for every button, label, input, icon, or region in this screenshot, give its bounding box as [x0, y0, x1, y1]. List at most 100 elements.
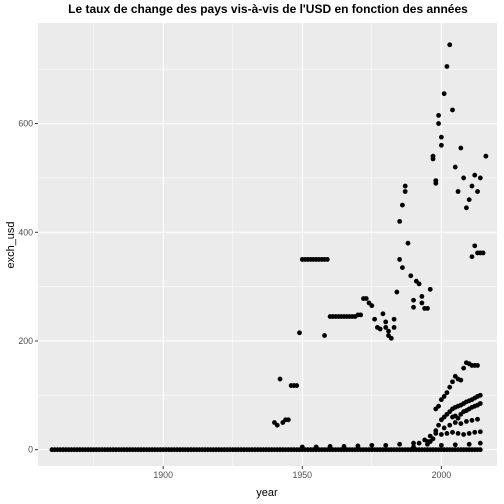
data-point — [388, 335, 394, 341]
data-point — [450, 379, 455, 385]
data-point — [438, 134, 444, 140]
y-tick-label: 0 — [28, 445, 33, 455]
data-point — [438, 432, 444, 437]
data-point — [466, 441, 472, 447]
data-point — [386, 328, 391, 334]
data-point — [455, 430, 461, 436]
data-point — [441, 425, 447, 431]
data-point — [472, 429, 478, 435]
y-tick-label: 600 — [18, 119, 33, 129]
data-point — [419, 300, 425, 306]
data-point — [461, 175, 467, 181]
data-points — [49, 42, 489, 453]
data-point — [450, 429, 455, 435]
data-point — [483, 153, 489, 159]
data-point — [433, 178, 439, 184]
data-point — [452, 442, 458, 448]
data-point — [397, 218, 403, 224]
data-point — [285, 417, 291, 423]
data-point — [436, 121, 441, 126]
y-tick-label: 400 — [18, 227, 33, 237]
data-point — [461, 365, 467, 371]
data-point — [461, 432, 467, 437]
data-point — [458, 145, 464, 151]
data-point — [480, 250, 486, 256]
data-point — [441, 91, 447, 97]
plot-panel — [38, 23, 497, 466]
data-point — [369, 303, 375, 309]
data-point — [433, 428, 439, 434]
data-point — [472, 172, 478, 178]
data-point — [372, 316, 377, 322]
data-point — [430, 153, 436, 159]
data-point — [408, 273, 414, 279]
data-point — [464, 419, 469, 424]
data-point — [377, 326, 383, 332]
y-tick-label: 200 — [18, 336, 33, 346]
data-point — [411, 444, 416, 450]
data-point — [438, 397, 444, 403]
data-point — [369, 442, 375, 448]
data-point — [402, 189, 408, 194]
data-point — [324, 257, 330, 262]
data-point — [383, 324, 389, 330]
data-point — [341, 444, 347, 449]
data-point — [383, 319, 389, 325]
data-point — [427, 433, 433, 439]
data-point — [436, 113, 441, 118]
data-point — [411, 304, 416, 310]
data-point — [405, 240, 411, 246]
data-point — [397, 257, 403, 262]
data-point — [455, 415, 461, 421]
data-point — [427, 286, 433, 292]
data-point — [363, 296, 369, 301]
data-point — [447, 384, 453, 390]
axis-ticks: 1900 1950 2000 0 200 400 600 — [18, 119, 451, 480]
data-point — [391, 324, 397, 330]
data-point — [436, 403, 441, 409]
data-point — [358, 312, 364, 318]
data-point — [419, 294, 425, 299]
data-point — [277, 376, 283, 382]
data-point — [475, 189, 480, 194]
data-point — [391, 316, 397, 322]
data-point — [475, 363, 480, 368]
data-point — [400, 202, 405, 208]
data-point — [411, 297, 416, 303]
data-point — [469, 254, 475, 260]
data-point — [322, 333, 327, 338]
data-point — [444, 430, 450, 436]
data-point — [447, 422, 453, 428]
data-point — [297, 330, 302, 336]
data-point — [458, 421, 464, 427]
data-point — [477, 401, 483, 406]
chart-title: Le taux de change des pays vis-à-vis de … — [68, 2, 468, 16]
data-point — [425, 305, 430, 311]
data-point — [394, 289, 400, 295]
data-point — [472, 243, 478, 249]
data-point — [416, 281, 422, 287]
data-point — [444, 64, 450, 69]
data-point — [313, 444, 319, 450]
x-tick-label: 2000 — [432, 470, 452, 480]
data-point — [444, 390, 450, 396]
data-point — [475, 416, 480, 422]
data-point — [441, 394, 447, 399]
data-point — [450, 107, 455, 113]
data-point — [411, 440, 416, 446]
data-point — [477, 429, 483, 435]
data-point — [466, 197, 472, 203]
data-point — [294, 383, 300, 388]
data-point — [477, 440, 483, 446]
x-tick-label: 1900 — [153, 470, 173, 480]
data-point — [416, 440, 422, 446]
data-point — [452, 164, 458, 170]
data-point — [327, 444, 333, 449]
data-point — [466, 430, 472, 436]
x-axis-title: year — [256, 487, 278, 499]
data-point — [380, 311, 386, 317]
data-point — [469, 183, 475, 189]
data-point — [447, 42, 453, 48]
data-point — [477, 392, 483, 398]
baseline-point — [477, 447, 483, 453]
